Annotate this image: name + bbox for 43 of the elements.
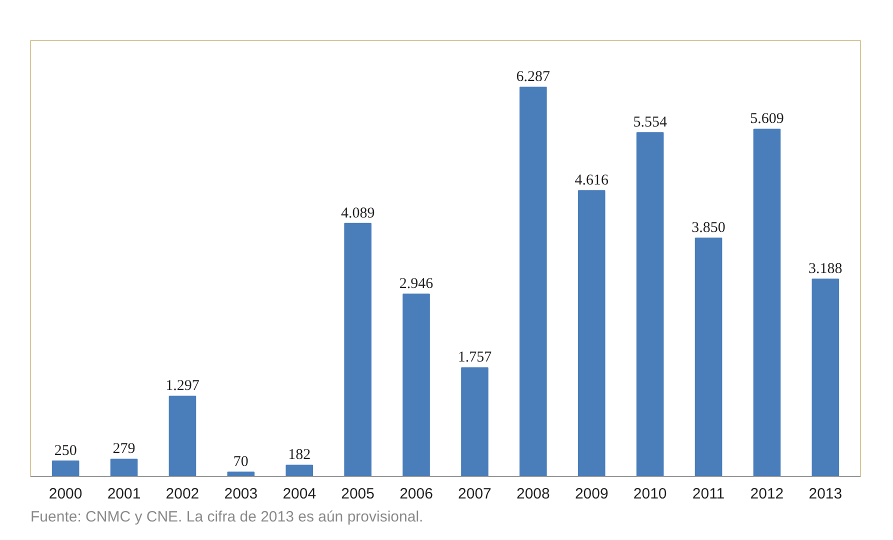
data-label: 5.554	[633, 114, 668, 131]
bar	[52, 460, 80, 476]
x-tick-label: 2001	[107, 486, 141, 502]
x-tick-label: 2002	[166, 486, 200, 502]
data-label: 1.757	[458, 350, 492, 366]
x-tick-label: 2006	[400, 486, 433, 502]
bar	[227, 472, 255, 476]
bar	[286, 464, 314, 476]
bar	[402, 294, 430, 476]
x-tick-label: 2009	[574, 486, 608, 502]
data-label: 2.946	[399, 276, 434, 292]
data-label: 70	[233, 454, 248, 470]
bar	[578, 190, 606, 476]
x-tick-label: 2010	[633, 486, 667, 502]
x-tick-label: 2012	[750, 486, 784, 502]
bar	[344, 222, 372, 476]
bar	[520, 86, 547, 476]
bar	[461, 367, 488, 476]
data-label: 182	[288, 447, 311, 464]
data-label: 4.089	[340, 205, 375, 222]
x-tick-label: 2013	[808, 486, 842, 502]
data-label: 250	[54, 443, 77, 460]
source-note: Fuente: CNMC y CNE. La cifra de 2013 es aún provisional.	[30, 508, 424, 526]
x-tick-label: 2011	[692, 486, 725, 502]
bar	[168, 396, 196, 476]
bar	[753, 128, 781, 476]
x-tick-label: 2008	[516, 486, 550, 502]
data-label: 3.188	[808, 261, 842, 278]
x-tick-label: 2005	[341, 486, 375, 502]
bar	[812, 278, 840, 476]
data-label: 1.297	[166, 378, 200, 394]
data-label: 5.609	[750, 111, 784, 128]
data-label: 3.850	[692, 220, 726, 236]
bar	[636, 132, 664, 476]
data-label: 4.616	[574, 172, 609, 189]
data-label: 6.287	[516, 69, 551, 86]
x-tick-label: 2004	[282, 486, 316, 502]
x-tick-label: 2003	[224, 486, 258, 502]
data-label: 279	[112, 441, 136, 458]
x-tick-label: 2000	[48, 486, 82, 502]
bar	[110, 458, 138, 476]
bar	[694, 238, 722, 476]
x-tick-label: 2007	[458, 486, 492, 502]
